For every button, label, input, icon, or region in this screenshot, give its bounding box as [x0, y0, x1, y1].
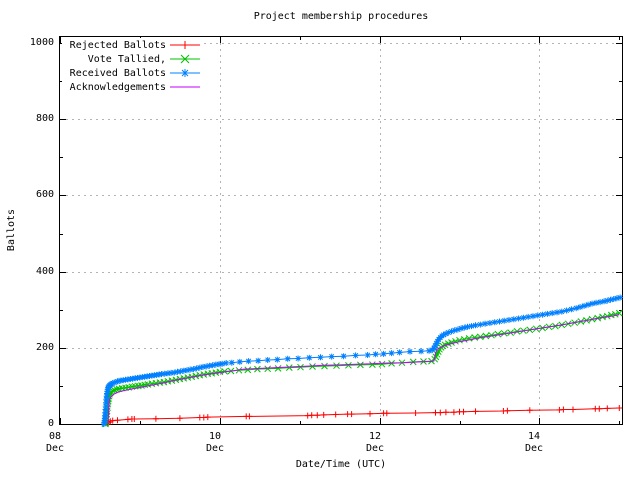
series-line-acknowledgements — [107, 314, 620, 425]
x-tick-label-10dec: 10 Dec — [205, 431, 225, 454]
series-markers-received — [100, 294, 624, 427]
series-line-tallied — [105, 312, 620, 425]
x-tick-label-14dec: 14 Dec — [524, 431, 544, 454]
legend-item-rejected: Rejected Ballots — [62, 38, 201, 52]
y-axis-label: Ballots — [6, 208, 17, 252]
series-markers-rejected — [104, 405, 623, 427]
gridlines — [60, 37, 622, 424]
y-tick-label-0: 0 — [47, 418, 54, 429]
legend-sample-received — [170, 69, 200, 77]
y-tick-label-800: 800 — [35, 113, 54, 124]
y-tick-label-200: 200 — [35, 342, 54, 353]
y-tick-label-400: 400 — [35, 266, 54, 277]
plot-border-and-ticks — [59, 36, 623, 425]
legend-sample-tallied — [170, 54, 200, 64]
y-tick-label-600: 600 — [35, 189, 54, 200]
legend-label-received: Received Ballots — [69, 67, 166, 79]
legend-item-tallied: Vote Tallied, — [62, 52, 201, 66]
legend-sample-rejected — [170, 41, 200, 49]
legend-item-received: Received Ballots — [62, 66, 201, 80]
legend: Rejected Ballots Vote Tallied, Received … — [62, 38, 201, 94]
legend-sample-acknowledgements — [170, 86, 200, 88]
chart-title: Project membership procedures — [253, 11, 429, 22]
y-tick-label-1000: 1000 — [29, 37, 54, 48]
legend-label-tallied: Vote Tallied, — [87, 53, 166, 65]
series-acknowledgements — [107, 314, 620, 425]
series-line-rejected — [107, 407, 620, 425]
legend-label-acknowledgements: Acknowledgements — [69, 81, 166, 93]
series-received — [100, 294, 624, 427]
x-axis-label: Date/Time (UTC) — [295, 459, 387, 470]
legend-label-rejected: Rejected Ballots — [69, 39, 166, 51]
legend-item-acknowledgements: Acknowledgements — [62, 80, 201, 94]
series-rejected — [104, 405, 623, 427]
x-tick-label-12dec: 12 Dec — [365, 431, 385, 454]
x-tick-label-08dec: 08 Dec — [45, 431, 65, 454]
